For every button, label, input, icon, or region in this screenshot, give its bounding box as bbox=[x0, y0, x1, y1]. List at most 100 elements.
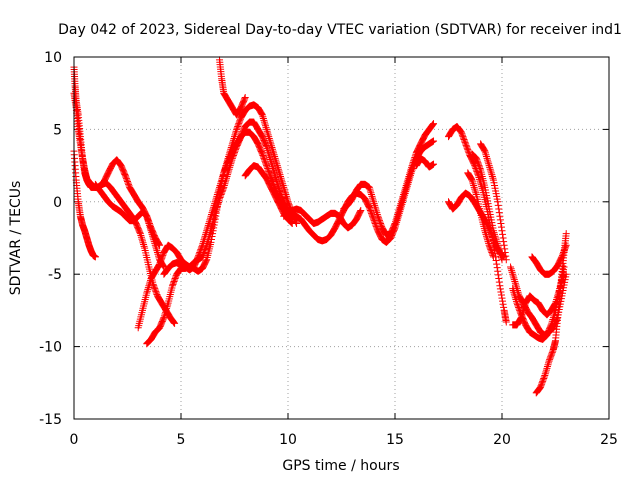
data-point bbox=[203, 225, 211, 233]
data-point bbox=[369, 194, 377, 202]
data-point bbox=[373, 210, 381, 218]
data-point bbox=[265, 150, 273, 158]
data-point bbox=[138, 235, 146, 243]
data-point bbox=[207, 212, 215, 220]
data-point bbox=[170, 319, 178, 327]
data-point bbox=[152, 288, 160, 296]
data-point bbox=[394, 210, 402, 218]
y-tick-label: -10 bbox=[39, 340, 62, 356]
data-point bbox=[146, 221, 154, 229]
data-point bbox=[160, 312, 168, 320]
data-point bbox=[196, 247, 204, 255]
data-point bbox=[151, 286, 159, 294]
data-point bbox=[260, 154, 268, 162]
data-point bbox=[374, 212, 382, 220]
data-point bbox=[507, 265, 515, 273]
data-point bbox=[155, 262, 163, 270]
data-point bbox=[489, 227, 497, 235]
y-tick-label: 5 bbox=[53, 122, 62, 138]
data-point bbox=[371, 203, 379, 211]
series-arc-8 bbox=[216, 56, 249, 119]
data-point bbox=[265, 169, 273, 177]
data-point bbox=[514, 301, 522, 309]
data-point bbox=[492, 234, 500, 242]
data-point bbox=[159, 251, 167, 259]
data-point bbox=[210, 203, 218, 211]
data-point bbox=[542, 368, 550, 376]
series-arc-21 bbox=[509, 270, 568, 329]
data-point bbox=[550, 310, 558, 318]
data-point bbox=[473, 167, 481, 175]
data-point bbox=[204, 223, 212, 231]
data-point bbox=[489, 251, 497, 259]
data-point bbox=[264, 131, 272, 139]
data-point bbox=[367, 208, 375, 216]
data-point bbox=[266, 155, 274, 163]
data-point bbox=[219, 186, 227, 194]
data-point bbox=[270, 168, 278, 176]
data-point bbox=[500, 303, 508, 311]
data-point bbox=[509, 285, 517, 293]
data-point bbox=[429, 120, 437, 128]
data-point bbox=[535, 385, 543, 393]
data-point bbox=[171, 275, 179, 283]
data-point bbox=[398, 196, 406, 204]
data-point bbox=[401, 185, 409, 193]
data-point bbox=[461, 137, 469, 145]
data-point bbox=[146, 278, 154, 286]
data-point bbox=[145, 218, 153, 226]
data-point bbox=[500, 241, 508, 249]
data-point bbox=[489, 253, 497, 261]
data-point bbox=[153, 247, 161, 255]
data-point bbox=[494, 201, 502, 209]
data-point bbox=[547, 353, 555, 361]
data-point bbox=[157, 257, 165, 265]
y-axis-label: SDTVAR / TECUs bbox=[8, 181, 24, 296]
data-point bbox=[270, 151, 278, 159]
data-point bbox=[216, 183, 224, 191]
x-tick-label: 20 bbox=[493, 432, 511, 448]
data-point bbox=[266, 170, 274, 178]
y-tick-label: 0 bbox=[53, 195, 62, 211]
data-point bbox=[549, 315, 557, 323]
data-point bbox=[482, 153, 490, 161]
data-point bbox=[402, 182, 410, 190]
data-point bbox=[390, 221, 398, 229]
data-point bbox=[276, 171, 284, 179]
data-point bbox=[499, 234, 507, 242]
data-point bbox=[198, 241, 206, 249]
data-point bbox=[288, 219, 296, 227]
data-point bbox=[404, 176, 412, 184]
data-point bbox=[516, 315, 524, 323]
data-point bbox=[482, 230, 490, 238]
data-point bbox=[403, 180, 411, 188]
data-point bbox=[264, 164, 272, 172]
data-point bbox=[485, 241, 493, 249]
data-point bbox=[170, 318, 178, 326]
data-point bbox=[561, 244, 569, 252]
data-point bbox=[545, 359, 553, 367]
data-point bbox=[509, 270, 517, 278]
data-point bbox=[491, 230, 499, 238]
data-point bbox=[164, 301, 172, 309]
data-point bbox=[215, 185, 223, 193]
data-point bbox=[272, 156, 280, 164]
data-point bbox=[540, 373, 548, 381]
data-point bbox=[151, 285, 159, 293]
data-point bbox=[208, 209, 216, 217]
data-point bbox=[488, 250, 496, 258]
data-point bbox=[542, 366, 550, 374]
data-point bbox=[279, 182, 287, 190]
series-arc-17 bbox=[464, 169, 497, 261]
data-point bbox=[489, 174, 497, 182]
data-point bbox=[232, 127, 240, 135]
data-point bbox=[400, 189, 408, 197]
data-point bbox=[145, 282, 153, 290]
data-point bbox=[428, 121, 436, 129]
data-point bbox=[548, 317, 556, 325]
series-arc-9 bbox=[241, 162, 296, 228]
data-point bbox=[473, 157, 481, 165]
chart-title: Day 042 of 2023, Sidereal Day-to-day VTE… bbox=[58, 22, 622, 38]
data-point bbox=[160, 314, 168, 322]
